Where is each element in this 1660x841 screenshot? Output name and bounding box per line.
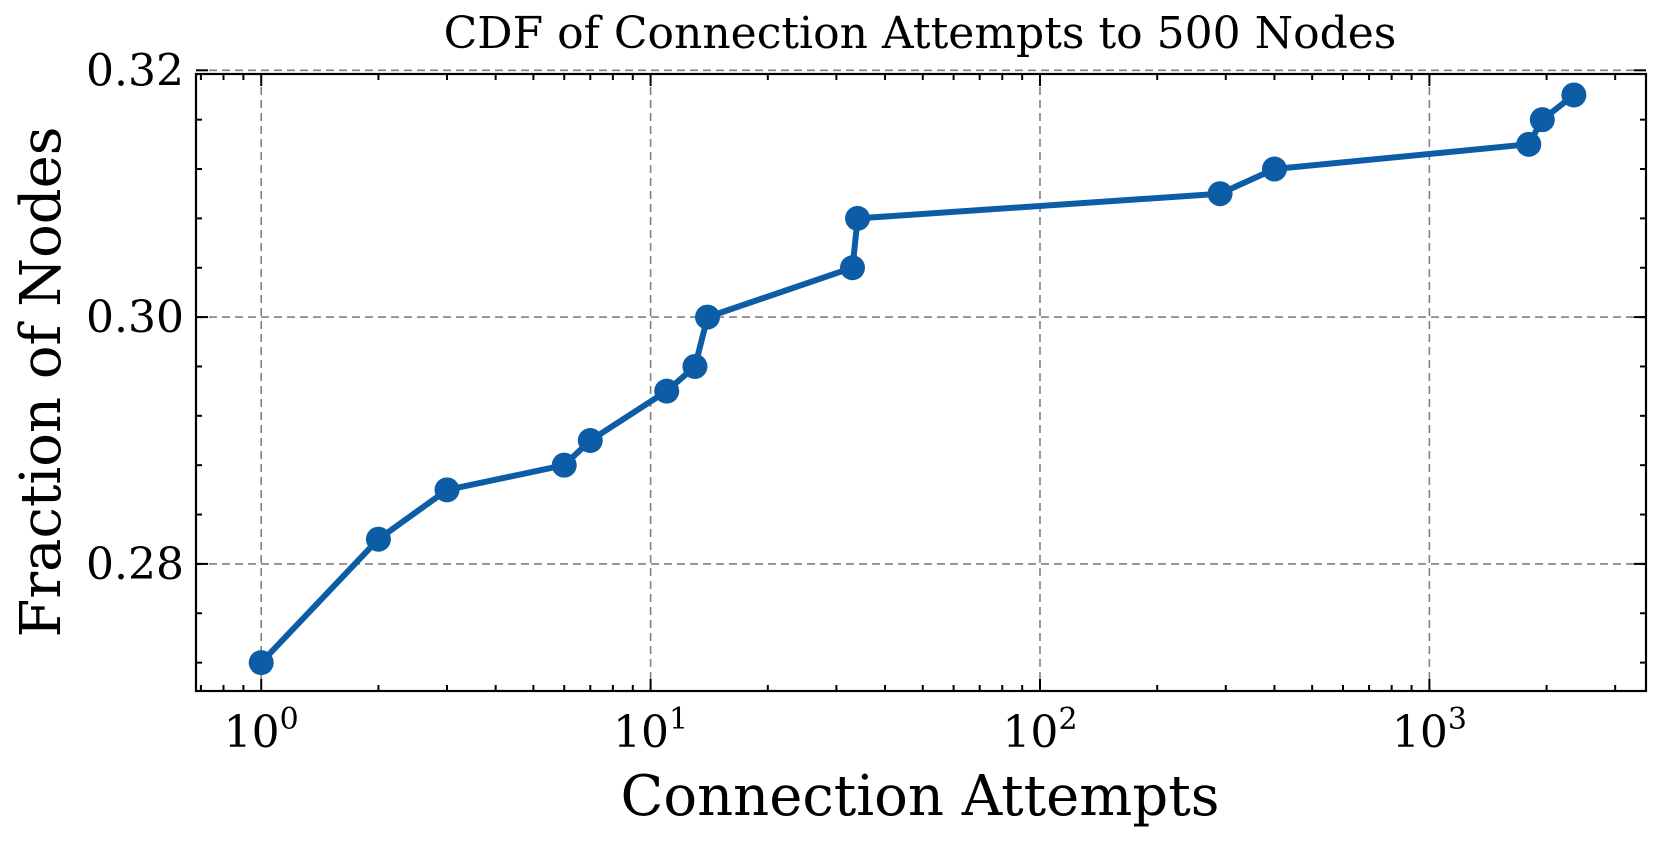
y-tick-label: 0.30 xyxy=(86,292,184,343)
data-point xyxy=(654,378,680,404)
series-line xyxy=(259,92,1576,665)
data-point xyxy=(1261,156,1287,182)
chart-title: CDF of Connection Attempts to 500 Nodes xyxy=(444,8,1397,59)
data-point xyxy=(551,452,577,478)
data-point xyxy=(845,205,871,231)
data-point xyxy=(840,255,866,281)
data-point xyxy=(1561,82,1587,108)
data-point xyxy=(682,353,708,379)
x-tick-label: 102 xyxy=(1002,702,1077,758)
major-ticks xyxy=(196,69,1646,691)
y-axis-label: Fraction of Nodes xyxy=(9,126,74,637)
series-layer xyxy=(248,82,1587,676)
x-tick-label: 103 xyxy=(1392,702,1467,758)
x-tick-labels: 100 101 102 103 xyxy=(224,702,1467,758)
data-point xyxy=(1207,181,1233,207)
plot-frame xyxy=(194,72,1648,693)
data-point xyxy=(577,427,603,453)
minor-ticks xyxy=(196,74,1646,691)
y-tick-label: 0.32 xyxy=(86,45,184,96)
grid-lines xyxy=(196,69,1646,691)
y-tick-label: 0.28 xyxy=(86,539,184,590)
data-point xyxy=(434,477,460,503)
data-point xyxy=(1516,131,1542,157)
x-tick-label: 100 xyxy=(224,702,299,758)
data-point xyxy=(695,304,721,330)
data-point xyxy=(1529,107,1555,133)
x-tick-label: 101 xyxy=(613,702,688,758)
y-tick-labels: 0.28 0.30 0.32 xyxy=(86,45,184,590)
data-point xyxy=(365,526,391,552)
x-axis-label: Connection Attempts xyxy=(621,764,1220,829)
data-point xyxy=(248,650,274,676)
